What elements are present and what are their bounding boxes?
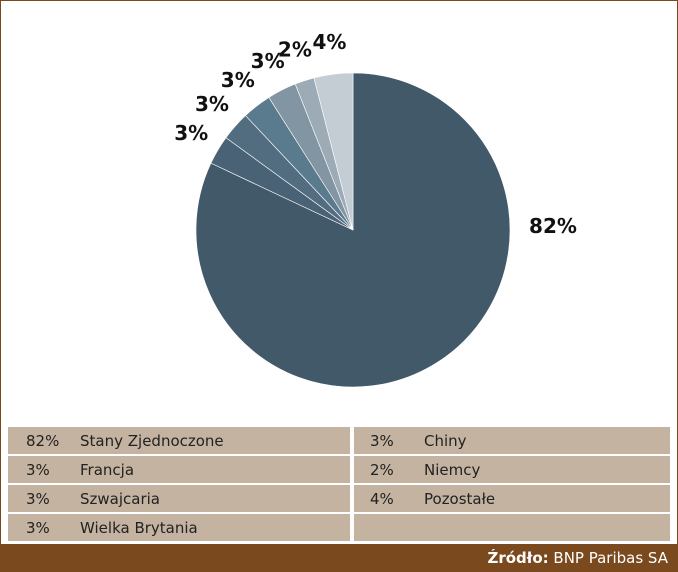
- source-label: Źródło:: [487, 548, 548, 567]
- legend-value: 4%: [370, 490, 394, 508]
- slice-label: 82%: [529, 214, 577, 238]
- legend-label: Pozostałe: [424, 490, 495, 508]
- legend-row: [354, 485, 670, 512]
- legend-row: [354, 427, 670, 454]
- legend-value: 3%: [370, 432, 394, 450]
- legend-label: Stany Zjednoczone: [80, 432, 224, 450]
- legend-value: 3%: [26, 490, 50, 508]
- slice-label: 3%: [251, 49, 285, 73]
- slice-label: 3%: [195, 92, 229, 116]
- source-name: BNP Paribas SA: [553, 549, 668, 567]
- legend-row: [8, 485, 350, 512]
- legend-row: [8, 456, 350, 483]
- legend-label: Wielka Brytania: [80, 519, 198, 537]
- legend-row: [8, 427, 350, 454]
- legend-label: Chiny: [424, 432, 467, 450]
- legend-value: 2%: [370, 461, 394, 479]
- pie-slice: [313, 72, 354, 231]
- slice-label: 3%: [174, 121, 208, 145]
- legend-label: Szwajcaria: [80, 490, 160, 508]
- legend-row: [354, 456, 670, 483]
- slice-label: 2%: [278, 38, 312, 62]
- slice-label: 3%: [221, 68, 255, 92]
- legend-row: [8, 514, 350, 541]
- footer-bar: [0, 544, 678, 572]
- legend-value: 3%: [26, 519, 50, 537]
- source: Źródło: BNP Paribas SA: [487, 548, 668, 567]
- legend-label: Francja: [80, 461, 134, 479]
- slice-label: 4%: [312, 30, 346, 54]
- legend-value: 82%: [26, 432, 59, 450]
- legend-label: Niemcy: [424, 461, 480, 479]
- legend-value: 3%: [26, 461, 50, 479]
- legend-row: [354, 514, 670, 541]
